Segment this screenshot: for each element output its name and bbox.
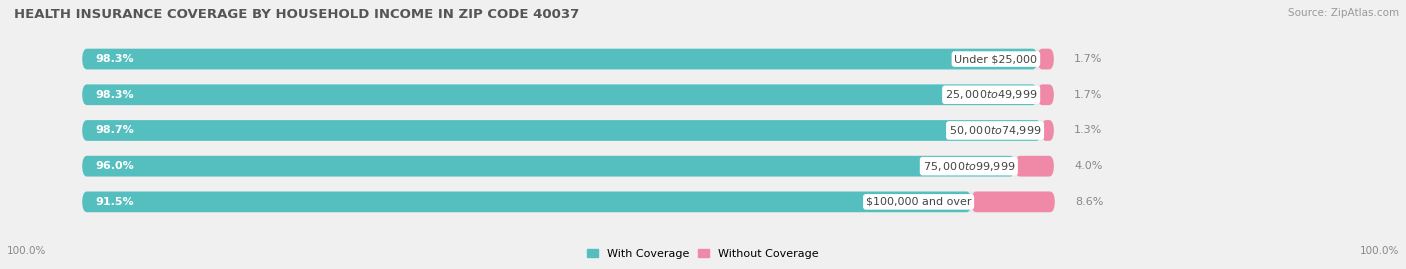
FancyBboxPatch shape [82,156,1054,176]
FancyBboxPatch shape [1042,120,1054,141]
Text: 1.7%: 1.7% [1074,54,1102,64]
FancyBboxPatch shape [82,49,1038,69]
Text: 1.7%: 1.7% [1074,90,1102,100]
FancyBboxPatch shape [82,156,1015,176]
FancyBboxPatch shape [1038,49,1054,69]
Text: 91.5%: 91.5% [96,197,134,207]
FancyBboxPatch shape [82,84,1038,105]
FancyBboxPatch shape [82,49,1054,69]
FancyBboxPatch shape [82,192,1054,212]
FancyBboxPatch shape [1038,84,1054,105]
Text: 4.0%: 4.0% [1074,161,1102,171]
FancyBboxPatch shape [972,192,1054,212]
FancyBboxPatch shape [1015,156,1054,176]
FancyBboxPatch shape [82,192,972,212]
Text: 100.0%: 100.0% [7,246,46,256]
Text: $25,000 to $49,999: $25,000 to $49,999 [945,88,1038,101]
Text: Under $25,000: Under $25,000 [955,54,1038,64]
Text: 98.3%: 98.3% [96,90,134,100]
Text: $75,000 to $99,999: $75,000 to $99,999 [922,160,1015,173]
Text: 96.0%: 96.0% [96,161,135,171]
Text: 98.3%: 98.3% [96,54,134,64]
Legend: With Coverage, Without Coverage: With Coverage, Without Coverage [582,245,824,263]
FancyBboxPatch shape [82,84,1054,105]
Text: 98.7%: 98.7% [96,125,135,136]
Text: $50,000 to $74,999: $50,000 to $74,999 [949,124,1042,137]
FancyBboxPatch shape [82,120,1042,141]
Text: 100.0%: 100.0% [1360,246,1399,256]
Text: 8.6%: 8.6% [1076,197,1104,207]
Text: 1.3%: 1.3% [1074,125,1102,136]
Text: HEALTH INSURANCE COVERAGE BY HOUSEHOLD INCOME IN ZIP CODE 40037: HEALTH INSURANCE COVERAGE BY HOUSEHOLD I… [14,8,579,21]
Text: Source: ZipAtlas.com: Source: ZipAtlas.com [1288,8,1399,18]
FancyBboxPatch shape [82,120,1054,141]
Text: $100,000 and over: $100,000 and over [866,197,972,207]
